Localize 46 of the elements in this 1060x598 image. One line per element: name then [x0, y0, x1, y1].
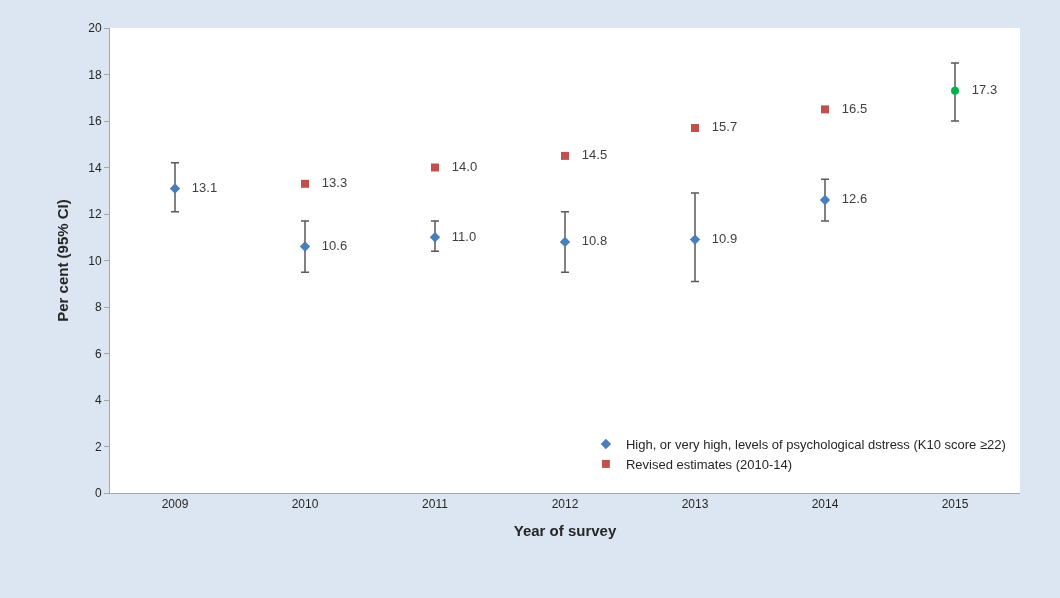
- x-tick-label: 2015: [941, 497, 969, 512]
- x-tick-label: 2009: [161, 497, 189, 512]
- x-axis-title: Year of survey: [513, 522, 617, 540]
- data-label: 13.3: [311, 175, 348, 191]
- data-label: 12.6: [831, 191, 868, 207]
- data-label: 11.0: [441, 228, 477, 244]
- point: [169, 183, 181, 194]
- data-label: 10.9: [701, 230, 738, 246]
- legend-label: Revised estimates (2010-14): [625, 456, 793, 472]
- point: [299, 241, 311, 252]
- data-label: 15.7: [701, 119, 738, 135]
- point: [951, 86, 959, 95]
- point: [561, 151, 569, 160]
- data-label: 17.3: [961, 82, 998, 98]
- y-tick-label: 4: [94, 393, 102, 408]
- data-label: 10.8: [571, 233, 608, 249]
- y-tick-label: 20: [88, 21, 102, 36]
- y-tick-label: 6: [94, 346, 102, 361]
- data-label: 14.0: [441, 158, 478, 174]
- x-tick-label: 2013: [681, 497, 709, 512]
- y-tick-label: 8: [94, 300, 102, 315]
- y-tick-label: 16: [88, 114, 102, 129]
- legend-label: High, or very high, levels of psychological dstress (K10 score ≥22): [625, 437, 1006, 453]
- point: [431, 163, 439, 172]
- y-tick-label: 12: [88, 207, 102, 222]
- y-tick-label: 0: [94, 486, 102, 501]
- point: [429, 232, 441, 243]
- point: [689, 234, 701, 245]
- y-tick-label: 2: [94, 439, 102, 454]
- point: [691, 123, 699, 132]
- y-axis-title: Per cent (95% CI): [54, 199, 72, 322]
- x-tick-label: 2011: [422, 497, 449, 512]
- data-label: 16.5: [831, 100, 868, 116]
- x-tick-label: 2012: [551, 497, 579, 512]
- point: [819, 194, 831, 206]
- x-tick-label: 2014: [811, 497, 839, 512]
- point: [821, 105, 829, 114]
- x-tick-label: 2010: [291, 497, 319, 512]
- data-label: 10.6: [311, 237, 348, 253]
- y-tick-label: 10: [88, 253, 102, 268]
- data-label: 13.1: [181, 179, 218, 195]
- point: [301, 179, 309, 188]
- point: [559, 236, 571, 248]
- data-label: 14.5: [571, 147, 608, 163]
- y-tick-label: 14: [88, 160, 102, 175]
- y-tick-label: 18: [88, 67, 102, 82]
